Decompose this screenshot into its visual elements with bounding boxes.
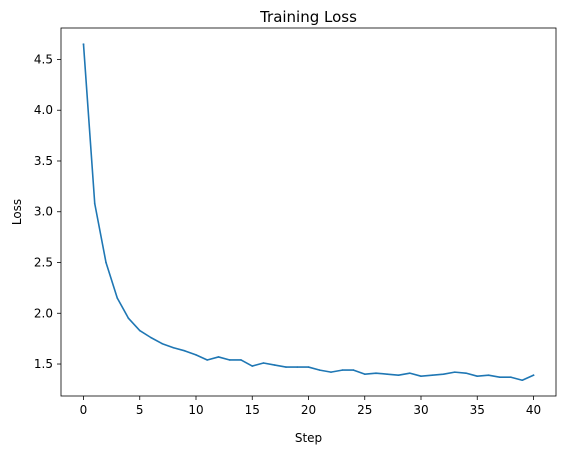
data-point	[116, 297, 119, 299]
plot-frame	[60, 27, 557, 397]
data-point	[127, 317, 130, 320]
y-tick-label: 4.5	[34, 52, 53, 66]
data-point	[420, 375, 422, 378]
data-point	[318, 369, 321, 371]
data-point	[93, 202, 96, 205]
y-tick-label: 2.5	[34, 256, 53, 270]
x-tick-label: 30	[413, 403, 428, 417]
x-axis-label: Step	[295, 431, 322, 445]
x-tick-label: 15	[245, 403, 260, 417]
data-point	[487, 374, 490, 376]
data-point	[386, 373, 389, 375]
y-tick-label: 2.0	[34, 306, 53, 320]
y-tick-label: 3.0	[34, 205, 53, 219]
data-point	[521, 379, 524, 382]
x-tick-label: 20	[301, 403, 316, 417]
data-point	[397, 374, 400, 376]
data-point	[352, 369, 355, 371]
data-point	[262, 362, 265, 364]
data-point	[105, 261, 107, 264]
data-point	[82, 43, 85, 46]
data-point	[476, 375, 479, 378]
data-point	[183, 350, 186, 352]
data-point	[532, 374, 535, 376]
data-point	[206, 359, 209, 361]
data-point	[228, 359, 231, 361]
data-point	[465, 372, 467, 374]
x-tick-label: 35	[470, 403, 485, 417]
data-point	[138, 329, 141, 332]
plot-area	[61, 28, 556, 396]
data-point	[453, 371, 456, 373]
data-point	[150, 336, 152, 339]
data-point	[510, 376, 512, 379]
x-tick-label: 5	[136, 403, 144, 417]
y-tick-label: 4.0	[34, 103, 53, 117]
data-point	[498, 376, 501, 379]
y-axis: 1.5 2.0 2.5 3.0 3.5 4.0 4.5	[34, 52, 61, 371]
data-point	[375, 372, 377, 374]
data-point	[217, 356, 220, 358]
x-tick-label: 0	[80, 403, 88, 417]
data-point	[161, 342, 164, 345]
data-point	[251, 365, 254, 367]
data-point	[273, 364, 276, 366]
y-tick-label: 3.5	[34, 154, 53, 168]
x-tick-label: 40	[526, 403, 541, 417]
series-layer	[82, 43, 535, 382]
data-point	[195, 354, 197, 356]
data-point	[285, 366, 287, 368]
data-point	[363, 373, 366, 375]
data-point	[240, 359, 242, 361]
chart-title: Training Loss	[259, 8, 357, 26]
data-point	[307, 366, 310, 368]
data-point	[341, 369, 344, 371]
data-point	[442, 373, 445, 375]
data-point	[330, 371, 332, 373]
x-tick-label: 25	[357, 403, 372, 417]
x-axis: 0 5 10 15 20 25 30 35 40	[80, 396, 541, 417]
data-point	[431, 374, 434, 376]
y-axis-label: Loss	[10, 199, 24, 225]
data-point	[408, 372, 411, 374]
y-tick-label: 1.5	[34, 357, 53, 371]
data-point	[296, 366, 299, 368]
data-point	[172, 346, 175, 349]
x-tick-label: 10	[188, 403, 203, 417]
